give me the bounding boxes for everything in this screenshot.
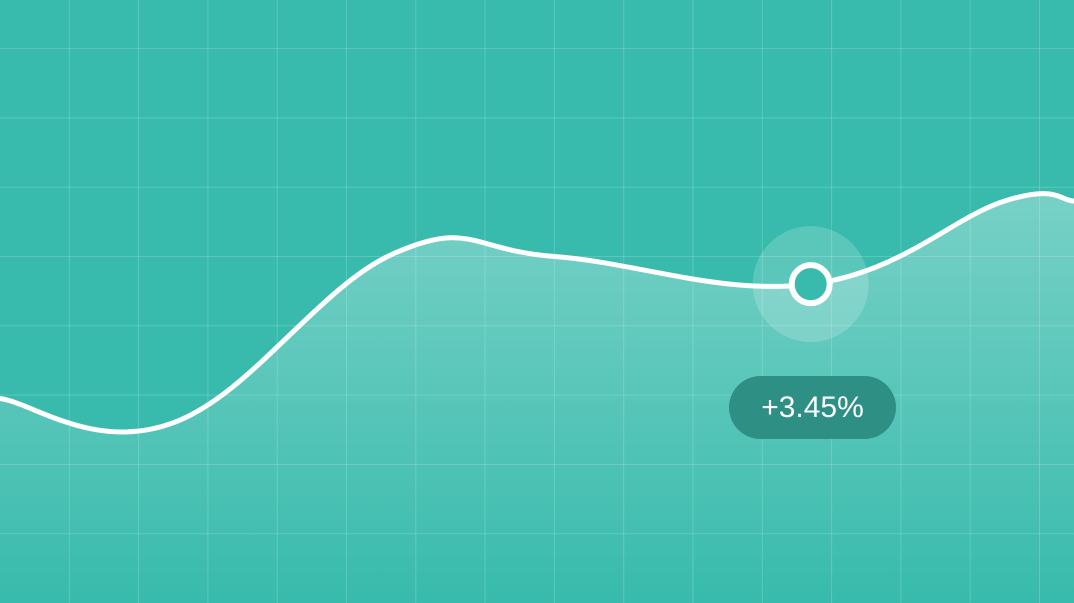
highlight-point-marker[interactable] <box>788 262 833 307</box>
value-badge: +3.45% <box>729 376 896 439</box>
series-line <box>0 191 1074 435</box>
